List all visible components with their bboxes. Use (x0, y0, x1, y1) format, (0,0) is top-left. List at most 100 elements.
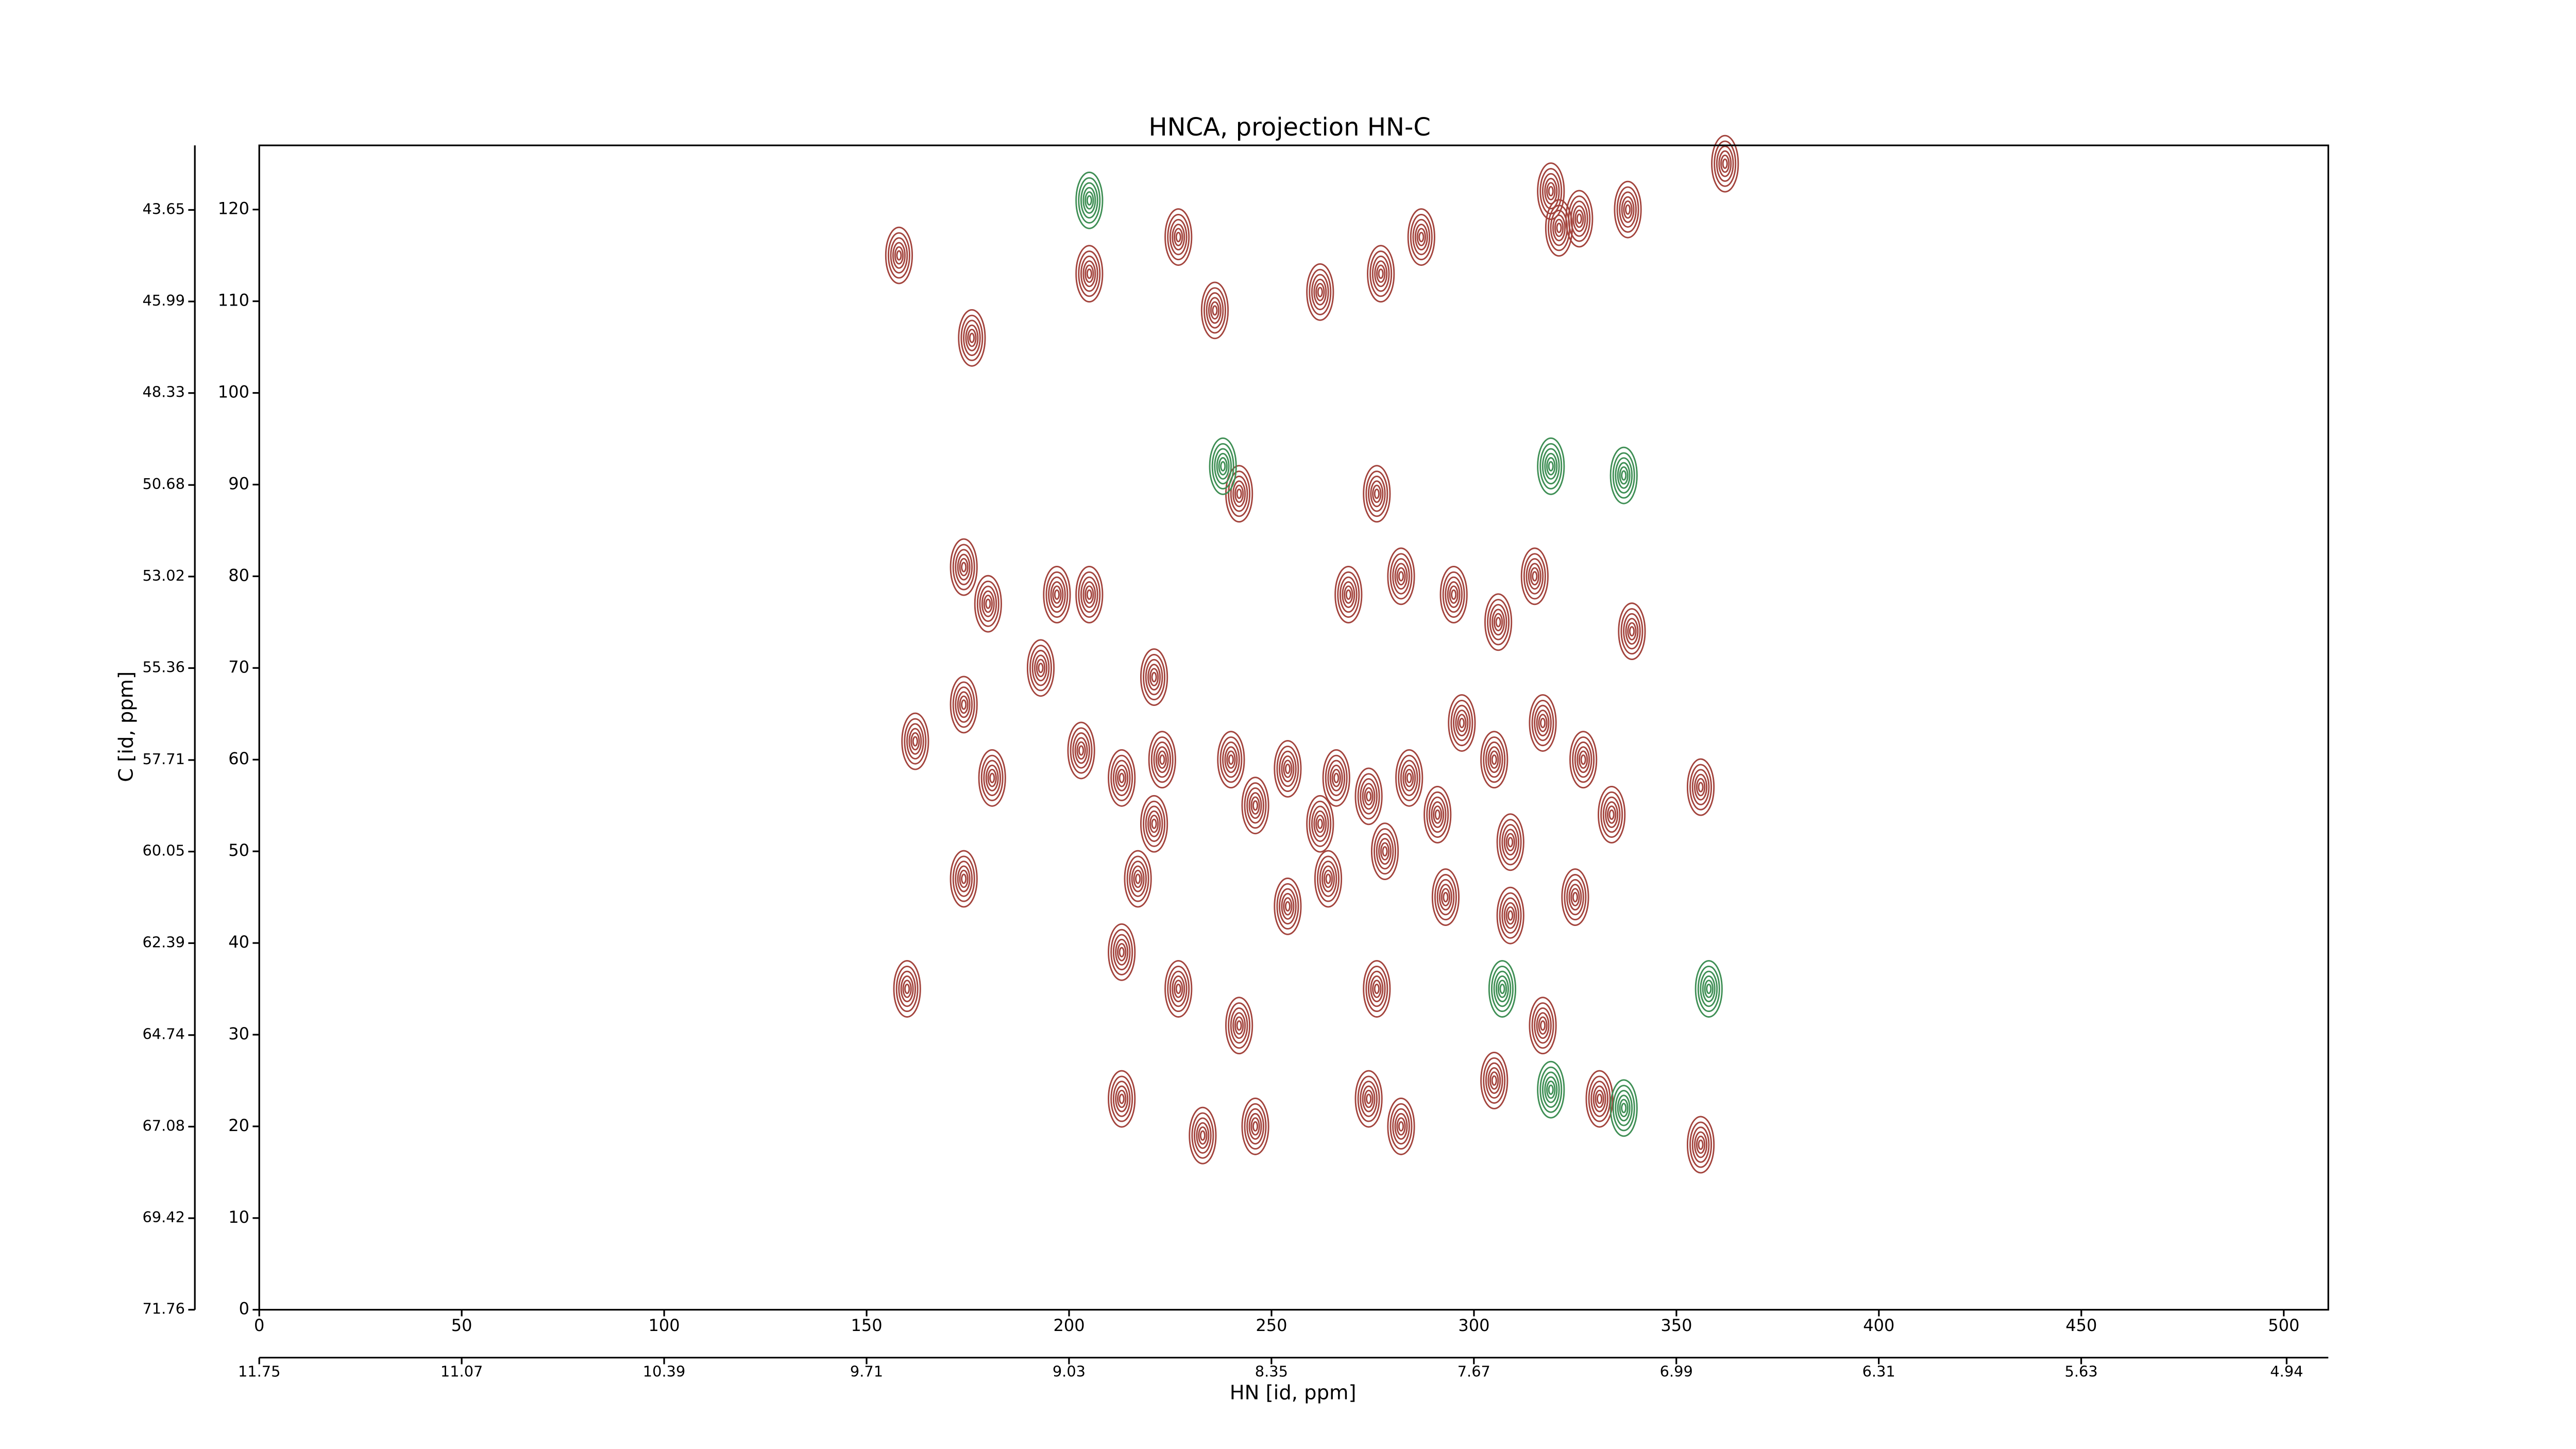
peak-contour (1084, 264, 1094, 283)
peak-contour (1534, 704, 1552, 742)
x-tick-label: 100 (649, 1316, 680, 1335)
y-tick-label: 80 (228, 565, 249, 585)
peak-contour (1200, 281, 1229, 340)
peak-contour (1564, 874, 1587, 921)
peak-contour (1489, 1071, 1499, 1090)
peak-contour (1530, 567, 1539, 586)
peak-contour (1364, 1089, 1374, 1108)
peak-contour (1400, 760, 1418, 797)
ppm-x-tick-label: 7.67 (1458, 1363, 1490, 1380)
peak-contour (1209, 437, 1237, 495)
peak-contour (1052, 585, 1062, 604)
peak-contour (1619, 466, 1629, 485)
peak-contour (989, 772, 995, 783)
x-tick-label: 150 (851, 1316, 882, 1335)
peak-contour (1538, 714, 1548, 732)
peak-contour (1378, 838, 1392, 865)
peak-contour (894, 246, 904, 265)
peak-contour (1322, 749, 1350, 807)
peak-contour (1410, 214, 1433, 261)
peak-contour (1621, 1103, 1627, 1114)
peak-contour (1625, 204, 1631, 215)
peak-contour (1153, 741, 1172, 778)
peak-contour (1541, 173, 1560, 210)
peak-contour (1354, 767, 1383, 825)
peak-contour (1362, 783, 1376, 810)
peak-contour (1208, 297, 1222, 324)
peak-contour (1036, 659, 1046, 678)
peak-contour (1722, 158, 1728, 169)
peak-contour (1124, 850, 1152, 908)
peak-contour (1423, 786, 1452, 844)
peak-contour (1281, 892, 1295, 920)
peak-contour (1244, 1103, 1267, 1150)
peak-contour (1394, 563, 1408, 590)
peak-contour (1365, 470, 1388, 517)
peak-contour (1084, 191, 1094, 210)
peak-contour (1426, 791, 1449, 838)
peak-contour (908, 728, 922, 755)
peak-contour (1442, 571, 1465, 618)
peak-contour (1572, 891, 1578, 903)
peak-contour (910, 732, 920, 751)
peak-contour (1313, 278, 1327, 306)
peak-contour (1545, 199, 1573, 257)
ppm-x-tick-label: 9.03 (1053, 1363, 1086, 1380)
peak-contour (1311, 805, 1329, 842)
peak-contour (1365, 965, 1388, 1013)
peak-contour (1342, 581, 1355, 608)
peak-contour (893, 960, 921, 1018)
peak-contour (1367, 970, 1386, 1007)
peak-contour (1241, 1097, 1269, 1155)
peak-contour (1495, 975, 1509, 1002)
peak-contour (1367, 245, 1395, 303)
peak-contour (1431, 801, 1445, 828)
peak-contour (1536, 710, 1550, 736)
peak-contour (1618, 602, 1646, 661)
peak-contour (1487, 1067, 1501, 1094)
peak-contour (1115, 764, 1129, 791)
peak-contour (1619, 1099, 1629, 1118)
peak-contour (1691, 1126, 1710, 1163)
peak-contour (1445, 576, 1463, 613)
ppm-x-tick-label: 9.71 (850, 1363, 883, 1380)
y-tick-label: 120 (218, 199, 249, 218)
peak-contour (1718, 150, 1732, 177)
peak-contour (1696, 778, 1706, 797)
peak-contour (1457, 714, 1467, 732)
peak-contour (1118, 947, 1125, 958)
peak-contour (1174, 228, 1183, 246)
peak-contour (1449, 585, 1459, 604)
peak-contour (955, 686, 973, 723)
peak-contour (1686, 758, 1715, 816)
peak-contour (1528, 563, 1541, 590)
peak-contour (1561, 868, 1589, 926)
peak-contour (1250, 1117, 1260, 1136)
peak-contour (1459, 717, 1465, 729)
peak-contour (1360, 1081, 1378, 1117)
peak-contour (1360, 778, 1378, 815)
peak-contour (1043, 566, 1071, 624)
peak-contour (959, 695, 969, 714)
x-tick-label: 400 (1863, 1316, 1894, 1335)
peak-contour (1592, 1085, 1606, 1113)
peak-contour (885, 226, 913, 284)
peak-contour (1145, 805, 1163, 842)
peak-contour (976, 580, 999, 627)
peak-contour (1492, 609, 1505, 636)
peak-contour (1433, 805, 1443, 824)
peak-contour (1194, 1117, 1212, 1154)
peak-contour (1544, 178, 1558, 205)
peak-contour (1206, 292, 1224, 329)
peak-contour (1540, 717, 1546, 729)
peak-contour (1196, 1122, 1210, 1149)
peak-contour (1485, 1062, 1503, 1099)
peak-contour (1416, 228, 1426, 246)
peak-contour (1438, 884, 1452, 911)
peak-contour (1485, 741, 1503, 778)
y-tick-label: 0 (239, 1299, 249, 1319)
peak-contour (1334, 566, 1363, 624)
peak-contour (1283, 760, 1293, 778)
peak-contour (1357, 1075, 1380, 1122)
peak-contour (1546, 1080, 1556, 1099)
